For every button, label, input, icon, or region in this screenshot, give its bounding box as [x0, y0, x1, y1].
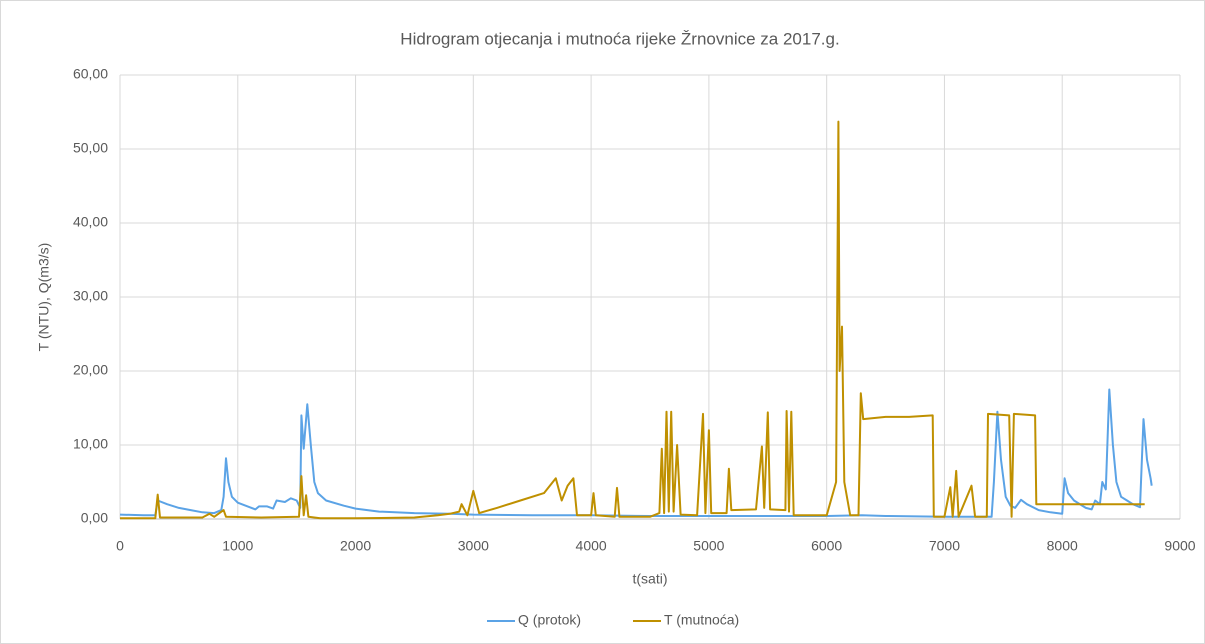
y-axis-label: T (NTU), Q(m3/s): [36, 243, 52, 352]
chart-title: Hidrogram otjecanja i mutnoća rijeke Žrn…: [400, 29, 839, 48]
y-tick-label: 0,00: [81, 510, 108, 526]
y-tick-label: 20,00: [73, 362, 108, 378]
y-tick-label: 50,00: [73, 140, 108, 156]
series-line: [120, 120, 1145, 520]
x-tick-label: 5000: [693, 538, 724, 554]
x-tick-label: 4000: [576, 538, 607, 554]
x-tick-label: 6000: [811, 538, 842, 554]
x-tick-label: 9000: [1164, 538, 1195, 554]
x-tick-label: 3000: [458, 538, 489, 554]
x-tick-label: 0: [116, 538, 124, 554]
y-tick-label: 40,00: [73, 214, 108, 230]
x-tick-label: 7000: [929, 538, 960, 554]
x-tick-label: 1000: [222, 538, 253, 554]
legend-label: T (mutnoća): [664, 612, 739, 628]
x-tick-label: 2000: [340, 538, 371, 554]
y-tick-label: 60,00: [73, 66, 108, 82]
y-tick-label: 10,00: [73, 436, 108, 452]
x-axis-label: t(sati): [633, 571, 668, 587]
legend-label: Q (protok): [518, 612, 581, 628]
y-tick-label: 30,00: [73, 288, 108, 304]
x-tick-label: 8000: [1047, 538, 1078, 554]
